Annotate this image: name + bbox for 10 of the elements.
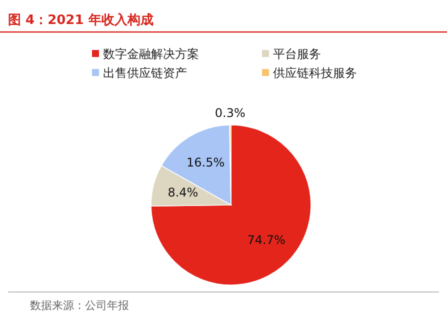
legend-label: 数字金融解决方案 (103, 47, 199, 61)
data-label: 0.3% (214, 106, 246, 120)
data-label: 8.4% (168, 186, 198, 200)
data-label: 74.7% (247, 232, 286, 247)
source-note: 数据来源：公司年报 (30, 299, 129, 312)
legend-label: 出售供应链资产 (103, 66, 187, 80)
legend-label: 供应链科技服务 (273, 66, 357, 80)
data-label: 16.5% (186, 155, 225, 170)
title: 图 4：2021 年收入构成 (8, 13, 154, 28)
legend-label: 平台服务 (273, 47, 321, 61)
